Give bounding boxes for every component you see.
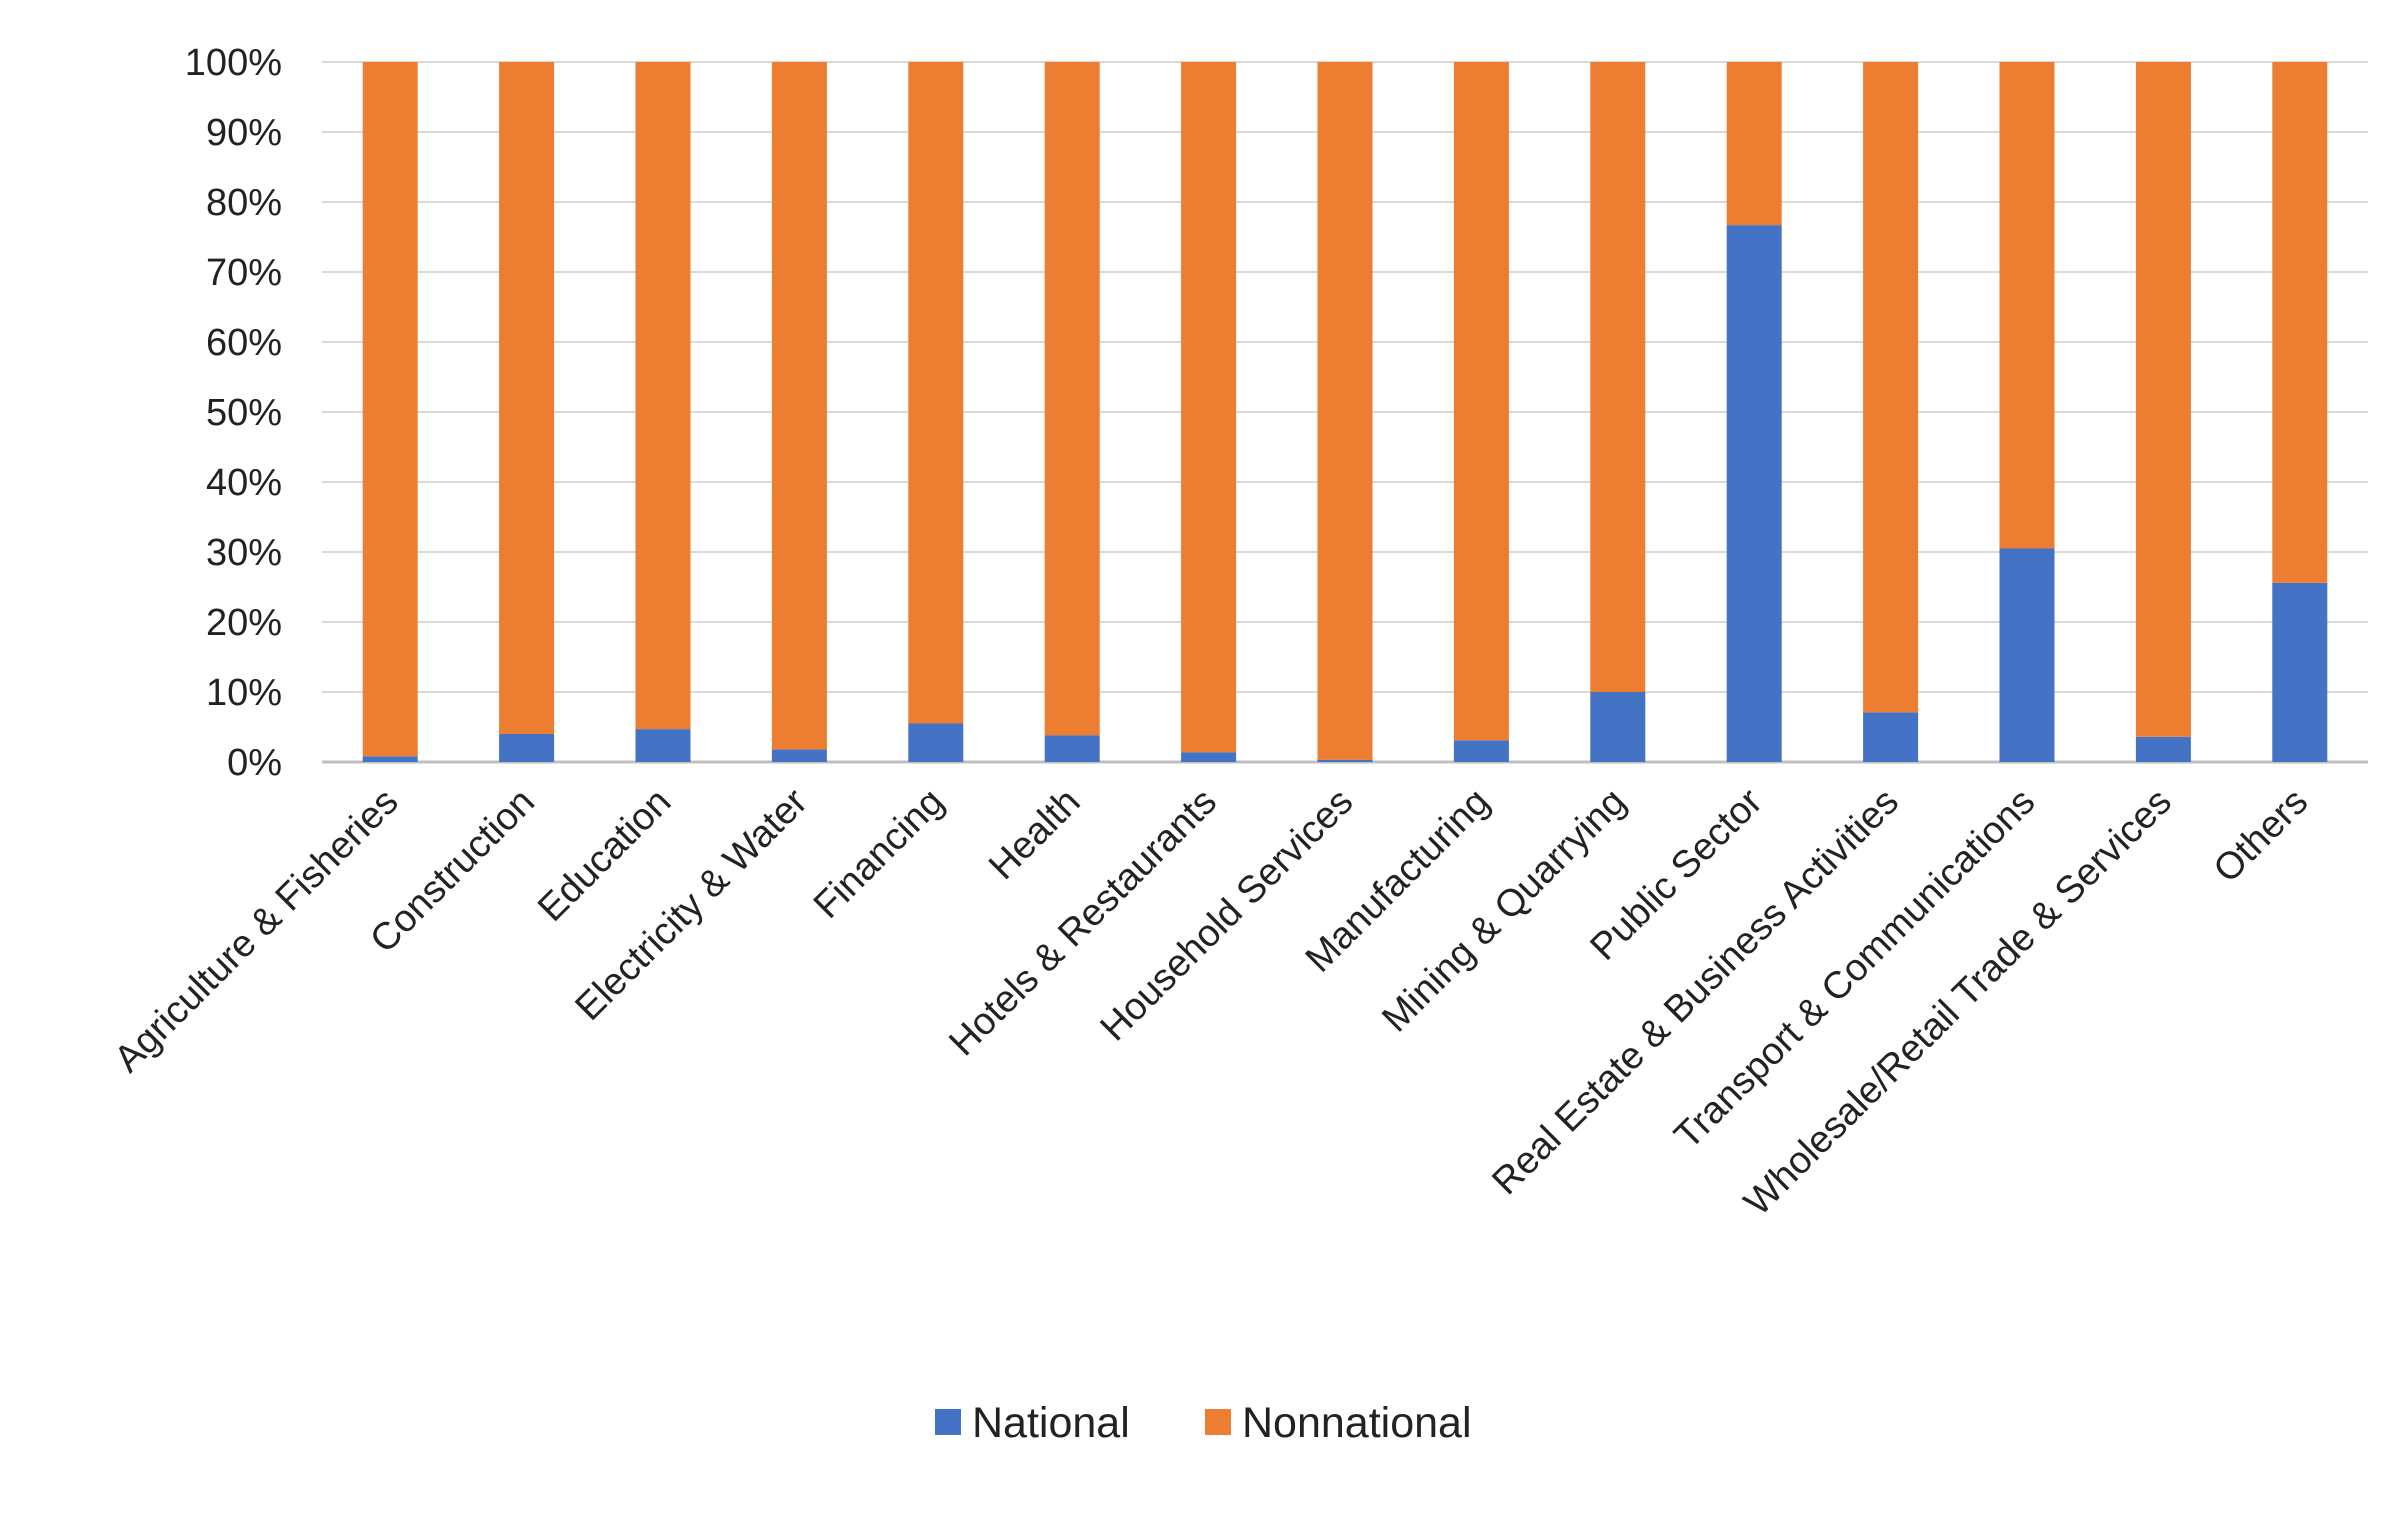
bar-national <box>771 749 827 762</box>
y-tick-label: 90% <box>206 112 282 154</box>
bar-national <box>2272 582 2328 762</box>
legend-label-nonnational: Nonnational <box>1242 1399 1472 1447</box>
y-tick-label: 70% <box>206 252 282 294</box>
legend: National Nonnational <box>935 1399 1472 1447</box>
legend-swatch-national <box>935 1409 961 1435</box>
bars <box>362 62 2328 763</box>
y-tick-label: 40% <box>206 462 282 504</box>
y-tick-label: 20% <box>206 602 282 644</box>
x-category-label: Agriculture & Fisheries <box>107 781 407 1081</box>
y-tick-label: 50% <box>206 392 282 434</box>
bar-nonnational <box>362 62 418 757</box>
bar-nonnational <box>1590 62 1646 692</box>
x-axis-category-labels: Agriculture & FisheriesConstructionEduca… <box>107 780 2317 1224</box>
y-tick-label: 30% <box>206 532 282 574</box>
x-category-label: Others <box>2206 781 2316 891</box>
bar-national <box>1044 735 1100 762</box>
legend-swatch-nonnational <box>1205 1409 1231 1435</box>
y-tick-label: 10% <box>206 672 282 714</box>
bar-national <box>1181 752 1237 762</box>
legend-label-national: National <box>972 1399 1130 1447</box>
bar-nonnational <box>2272 62 2328 583</box>
x-category-label: Education <box>530 781 679 930</box>
bar-national <box>1999 548 2055 762</box>
bar-nonnational <box>1726 62 1782 226</box>
bar-national <box>1317 759 1373 762</box>
bar-nonnational <box>1453 62 1509 741</box>
bar-nonnational <box>1863 62 1919 713</box>
x-category-label: Health <box>981 781 1088 888</box>
bar-national <box>1453 740 1509 762</box>
x-category-label: Electricity & Water <box>568 780 816 1028</box>
x-category-label: Hotels & Restaurants <box>941 781 1225 1065</box>
y-tick-label: 100% <box>185 42 282 84</box>
bar-nonnational <box>1999 62 2055 549</box>
bar-national <box>1590 692 1646 762</box>
bar-national <box>1726 225 1782 763</box>
bar-nonnational <box>635 62 691 730</box>
bar-nonnational <box>1044 62 1100 736</box>
bar-national <box>908 723 964 762</box>
bar-nonnational <box>499 62 555 734</box>
bar-nonnational <box>1181 62 1237 753</box>
bar-national <box>1863 712 1919 762</box>
bar-national <box>635 729 691 762</box>
x-category-label: Financing <box>806 781 952 927</box>
x-category-label: Household Services <box>1093 781 1362 1050</box>
x-category-label: Mining & Quarrying <box>1374 781 1634 1041</box>
bar-national <box>499 734 555 762</box>
bar-nonnational <box>2135 62 2191 737</box>
y-axis-tick-labels: 0% 10% 20% 30% 40% 50% 60% 70% 80% 90% 100% <box>185 42 282 784</box>
bar-national <box>362 756 418 762</box>
bar-nonnational <box>1317 62 1373 760</box>
bar-nonnational <box>908 62 964 724</box>
bar-nonnational <box>771 62 827 750</box>
bar-national <box>2135 736 2191 762</box>
y-tick-label: 0% <box>227 742 282 784</box>
y-tick-label: 60% <box>206 322 282 364</box>
y-tick-label: 80% <box>206 182 282 224</box>
